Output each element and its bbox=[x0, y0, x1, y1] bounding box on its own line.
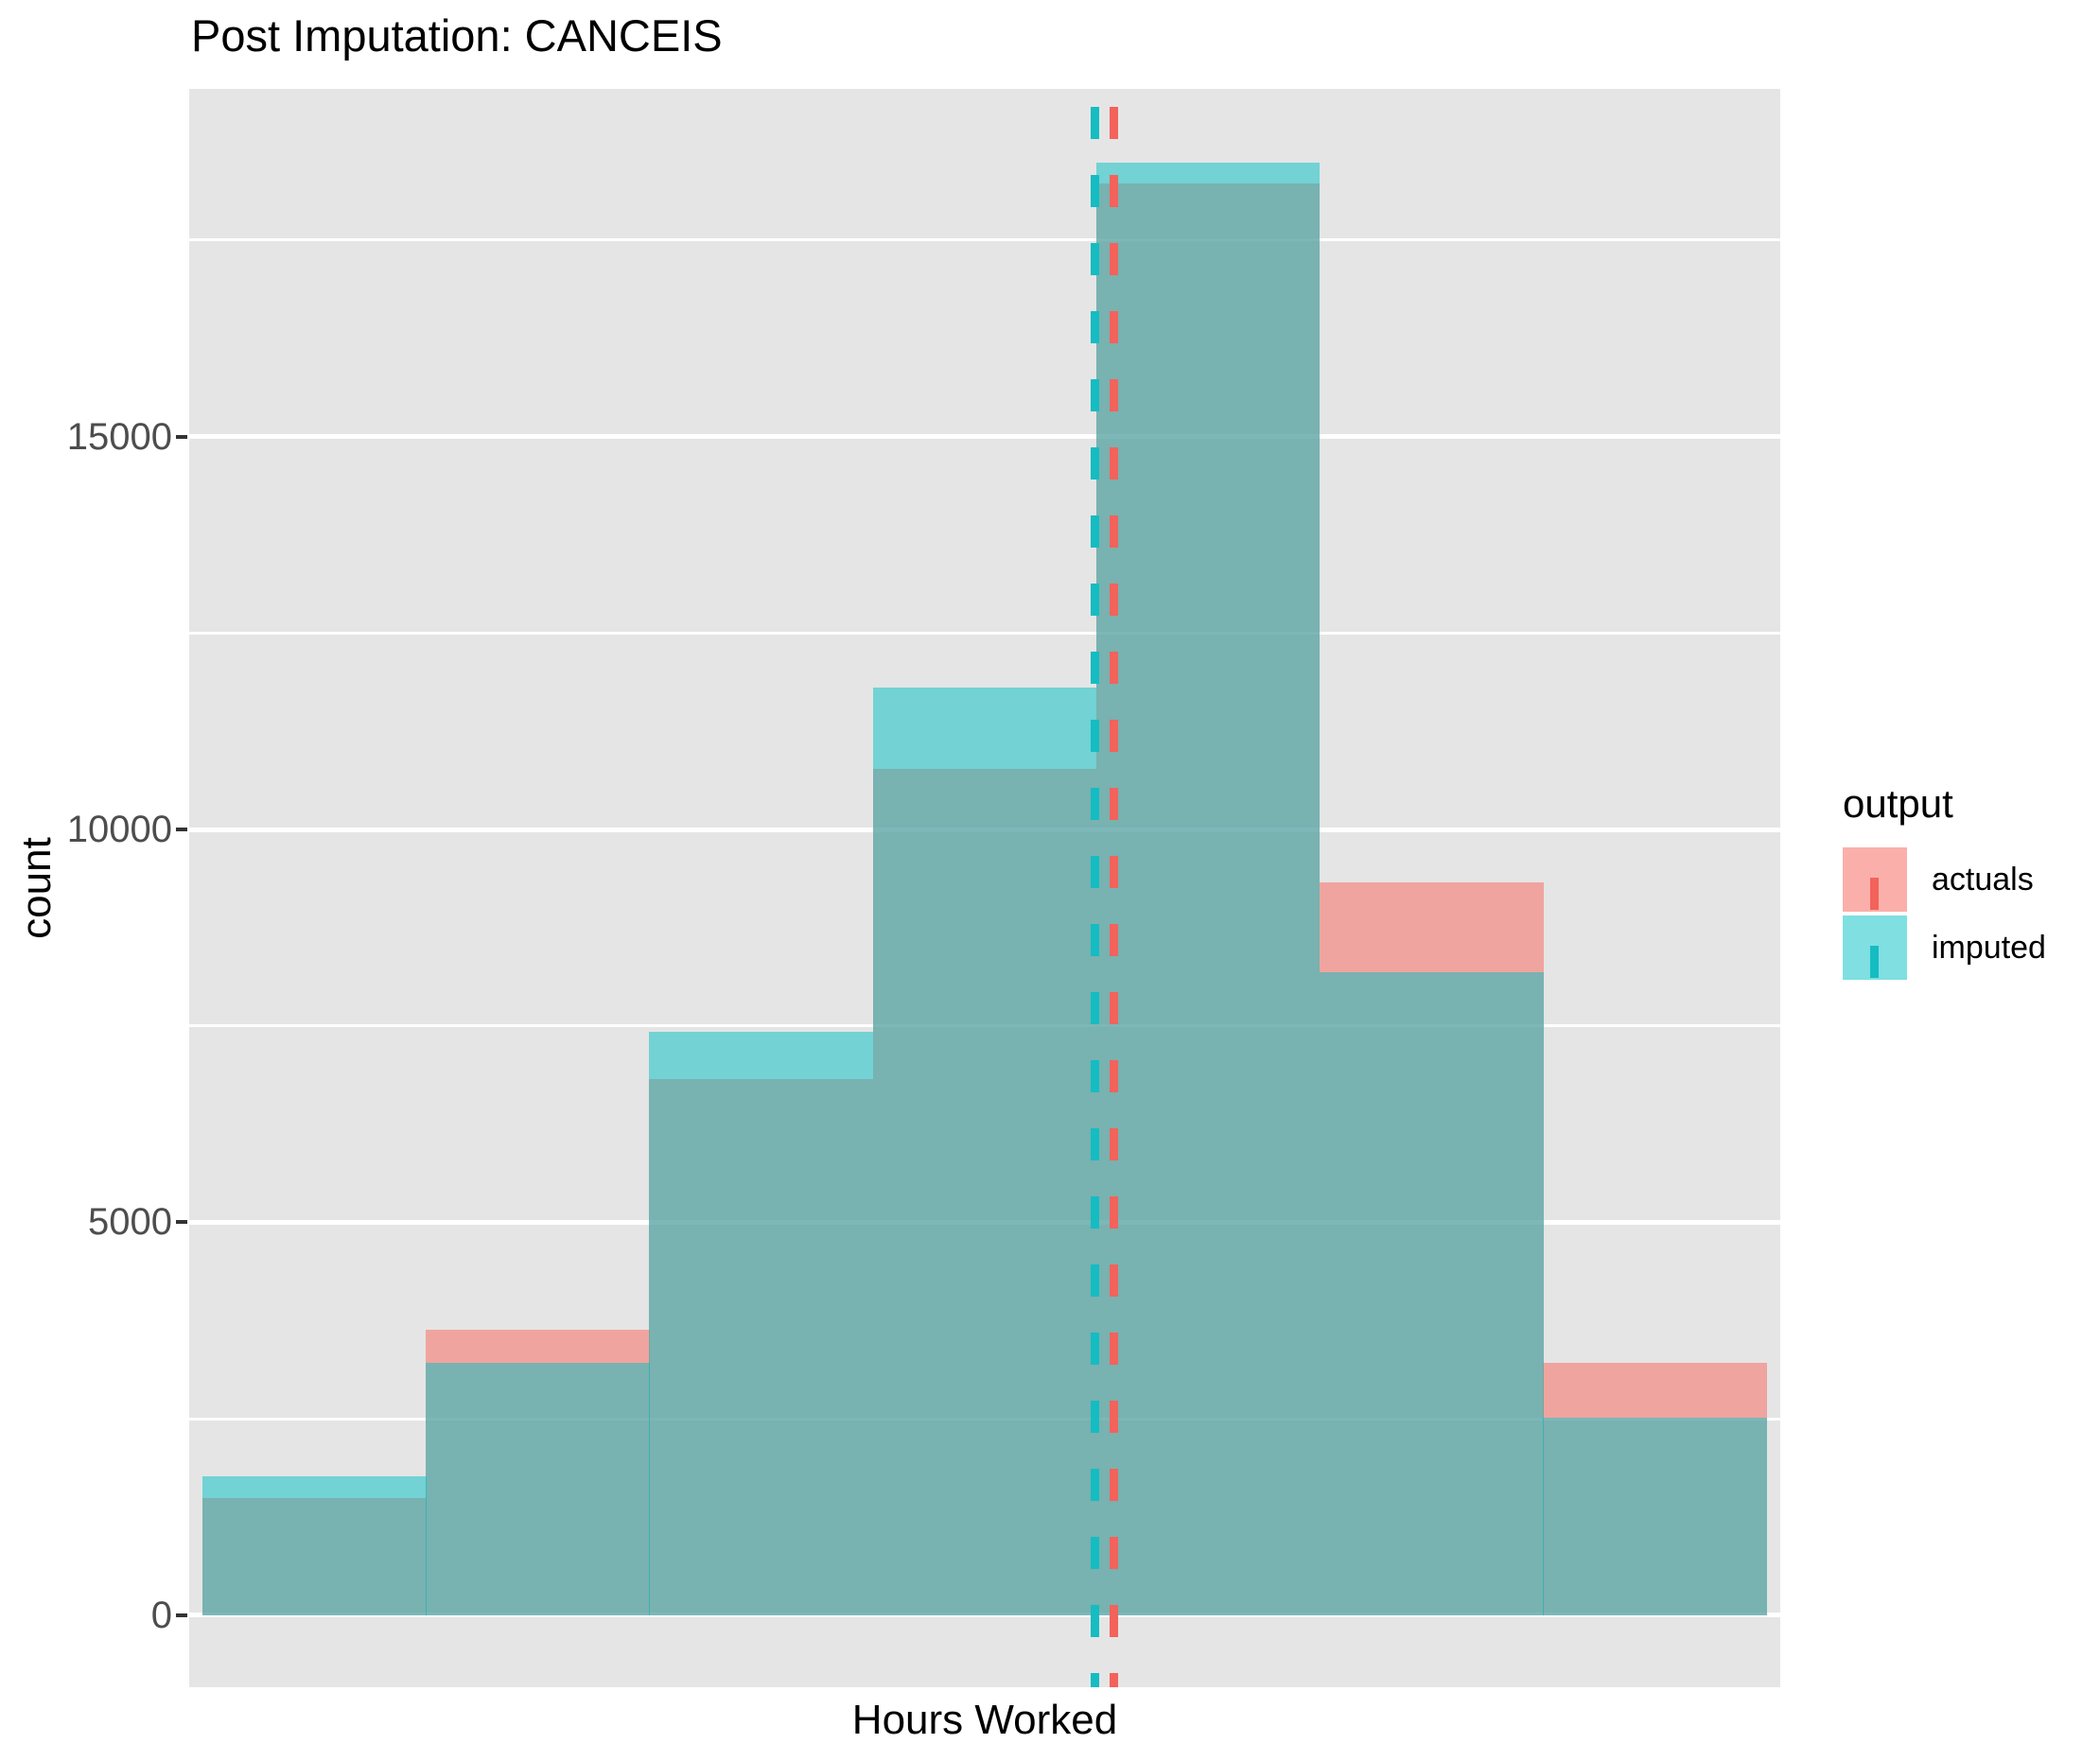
y-axis-tick bbox=[176, 1613, 187, 1617]
legend-item-actuals: actuals bbox=[1843, 847, 2046, 912]
chart-title: Post Imputation: CANCEIS bbox=[191, 10, 723, 61]
gridline-minor bbox=[189, 238, 1780, 242]
histogram-bar-imputed bbox=[426, 1363, 650, 1615]
legend-key-actuals-swatch bbox=[1843, 847, 1907, 912]
legend-title: output bbox=[1843, 781, 1953, 826]
gridline-major bbox=[189, 1613, 1780, 1618]
y-tick-label: 0 bbox=[150, 1594, 172, 1636]
histogram-bar-imputed bbox=[1319, 972, 1544, 1615]
x-axis-title: Hours Worked bbox=[851, 1697, 1118, 1743]
y-axis-tick bbox=[176, 434, 187, 439]
legend-item-imputed: imputed bbox=[1843, 915, 2046, 980]
legend-key-imputed-swatch bbox=[1843, 915, 1907, 980]
plot-panel bbox=[189, 89, 1780, 1687]
gridline-minor bbox=[189, 631, 1780, 635]
legend-label-actuals: actuals bbox=[1932, 861, 2034, 898]
histogram-bar-imputed bbox=[201, 1475, 427, 1615]
y-tick-label: 5000 bbox=[88, 1201, 172, 1244]
y-tick-label: 15000 bbox=[66, 415, 172, 458]
gridline-major bbox=[189, 434, 1780, 440]
mean-line-actuals bbox=[1109, 89, 1118, 1687]
legend-key-actuals-meanline-glyph bbox=[1870, 847, 1879, 912]
y-axis-tick bbox=[176, 828, 187, 831]
histogram-bar-imputed bbox=[872, 688, 1097, 1615]
histogram-bar-imputed bbox=[649, 1032, 874, 1615]
y-tick-label: 10000 bbox=[66, 809, 172, 850]
y-axis-title: count bbox=[13, 837, 60, 939]
legend-label-imputed: imputed bbox=[1932, 929, 2046, 966]
y-axis: 0 5000 10000 15000 bbox=[0, 0, 187, 1761]
legend: output actuals imputed bbox=[1843, 781, 2046, 984]
histogram-bar-imputed bbox=[1543, 1417, 1767, 1615]
mean-line-imputed bbox=[1090, 89, 1099, 1687]
legend-key-imputed-meanline-glyph bbox=[1870, 915, 1879, 980]
histogram-bar-imputed bbox=[1095, 163, 1321, 1615]
y-axis-tick bbox=[176, 1220, 187, 1225]
